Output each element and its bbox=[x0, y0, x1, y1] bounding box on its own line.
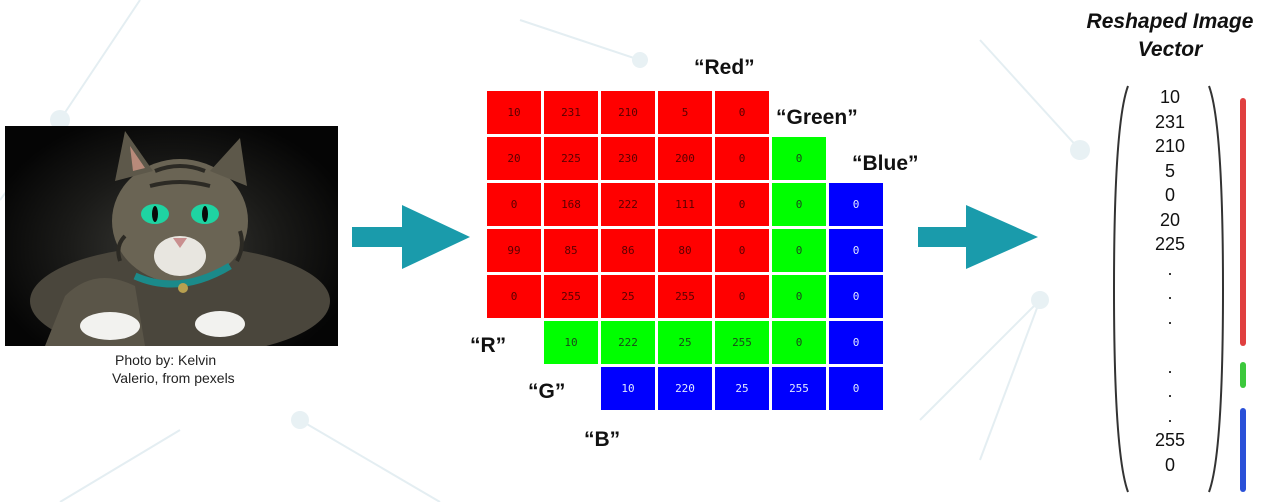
red-cell: 0 bbox=[714, 90, 770, 135]
green-cell: 0 bbox=[771, 228, 827, 273]
red-cell: 255 bbox=[657, 274, 713, 319]
vector-value: 20 bbox=[1159, 209, 1181, 230]
vector-values: 10 231 210 5 0 20 225 . . . . . . 255 0 bbox=[1140, 85, 1200, 477]
green-cell: 0 bbox=[771, 320, 827, 365]
red-cell: 225 bbox=[543, 136, 599, 181]
blue-cell: 255 bbox=[771, 366, 827, 411]
vector-value: 0 bbox=[1164, 454, 1175, 475]
vector-value: 210 bbox=[1154, 136, 1186, 156]
red-cell: 230 bbox=[600, 136, 656, 181]
red-cell: 200 bbox=[657, 136, 713, 181]
blue-channel-title: “Blue” bbox=[852, 152, 919, 175]
vector-title-line-2: Vector bbox=[1137, 38, 1203, 61]
blue-cell: 0 bbox=[828, 320, 884, 365]
red-cell: 99 bbox=[486, 228, 542, 273]
vector-value: 255 bbox=[1154, 430, 1186, 450]
red-cell: 0 bbox=[714, 274, 770, 319]
green-cell: 10 bbox=[543, 320, 599, 365]
red-cell: 0 bbox=[486, 274, 542, 319]
blue-channel-stripe bbox=[1240, 408, 1246, 492]
left-bracket bbox=[1112, 85, 1129, 493]
green-cell: 0 bbox=[771, 274, 827, 319]
r-label: “R” bbox=[470, 334, 507, 357]
green-cell: 255 bbox=[714, 320, 770, 365]
arrow-right-icon bbox=[352, 205, 470, 269]
arrow-right-icon bbox=[918, 205, 1038, 269]
green-cell: 0 bbox=[771, 182, 827, 227]
red-cell: 222 bbox=[600, 182, 656, 227]
green-cell: 0 bbox=[771, 136, 827, 181]
red-cell: 111 bbox=[657, 182, 713, 227]
vector-value: . bbox=[1167, 405, 1173, 426]
red-cell: 85 bbox=[543, 228, 599, 273]
red-channel-stripe bbox=[1240, 98, 1246, 346]
vector-value: . bbox=[1167, 381, 1173, 401]
red-cell: 86 bbox=[600, 228, 656, 273]
red-cell: 5 bbox=[657, 90, 713, 135]
blue-cell: 25 bbox=[714, 366, 770, 411]
red-cell: 0 bbox=[714, 182, 770, 227]
red-cell: 10 bbox=[486, 90, 542, 135]
blue-cell: 0 bbox=[828, 182, 884, 227]
red-cell: 168 bbox=[543, 182, 599, 227]
photo-caption: Photo by: Kelvin Valerio, from pexels bbox=[86, 351, 286, 387]
vector-value bbox=[1140, 330, 1200, 355]
right-bracket bbox=[1208, 85, 1225, 493]
blue-cell: 0 bbox=[828, 274, 884, 319]
red-cell: 0 bbox=[714, 228, 770, 273]
vector-value: . bbox=[1167, 258, 1173, 279]
vector-value: . bbox=[1167, 356, 1173, 377]
caption-line-2: Valerio, from pexels bbox=[112, 370, 235, 386]
red-cell: 25 bbox=[600, 274, 656, 319]
vector-value: 231 bbox=[1154, 111, 1186, 132]
caption-line-1: Photo by: Kelvin bbox=[115, 352, 217, 368]
blue-cell: 0 bbox=[828, 228, 884, 273]
red-cell: 0 bbox=[486, 182, 542, 227]
green-cell: 222 bbox=[600, 320, 656, 365]
vector-value: 5 bbox=[1164, 160, 1175, 181]
red-cell: 0 bbox=[714, 136, 770, 181]
g-label: “G” bbox=[528, 380, 566, 403]
red-cell: 210 bbox=[600, 90, 656, 135]
cat-illustration bbox=[30, 131, 330, 356]
vector-title: Reshaped Image Vector bbox=[1070, 8, 1270, 64]
vector-value: 10 bbox=[1159, 87, 1181, 107]
red-cell: 20 bbox=[486, 136, 542, 181]
red-cell: 80 bbox=[657, 228, 713, 273]
red-cell: 231 bbox=[543, 90, 599, 135]
vector-value: 225 bbox=[1154, 234, 1186, 254]
blue-cell: 220 bbox=[657, 366, 713, 411]
vector-value: . bbox=[1167, 307, 1173, 328]
b-label: “B” bbox=[584, 428, 621, 451]
red-channel-title: “Red” bbox=[694, 56, 755, 79]
vector-value: 0 bbox=[1164, 185, 1175, 205]
cat-photo bbox=[5, 126, 338, 356]
blue-cell: 10 bbox=[600, 366, 656, 411]
vector-title-line-1: Reshaped Image bbox=[1086, 10, 1254, 33]
green-channel-title: “Green” bbox=[776, 106, 858, 129]
red-cell: 255 bbox=[543, 274, 599, 319]
blue-cell: 0 bbox=[828, 366, 884, 411]
green-cell: 25 bbox=[657, 320, 713, 365]
vector-value: . bbox=[1167, 283, 1173, 303]
green-channel-stripe bbox=[1240, 362, 1246, 388]
